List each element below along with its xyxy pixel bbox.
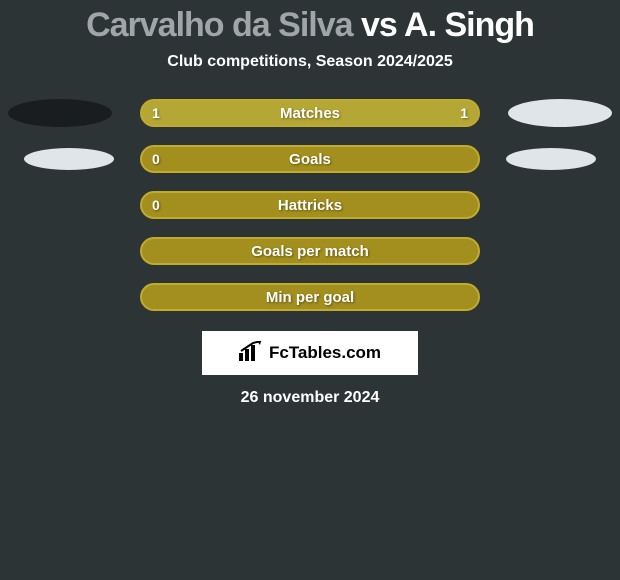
player1-name: Carvalho da Silva xyxy=(86,6,352,44)
subtitle: Club competitions, Season 2024/2025 xyxy=(167,53,452,71)
right-ellipse-icon xyxy=(506,148,596,170)
logo-box: FcTables.com xyxy=(202,331,418,375)
stat-label: Min per goal xyxy=(266,289,354,306)
stat-bar: 0 Hattricks xyxy=(140,191,480,219)
right-ellipse-icon xyxy=(508,99,612,127)
stat-row: 0 Hattricks xyxy=(0,191,620,219)
stat-left-value: 0 xyxy=(152,151,160,167)
stat-bar: Min per goal xyxy=(140,283,480,311)
stat-label: Hattricks xyxy=(278,197,342,214)
infographic-container: Carvalho da Silva vs A. Singh Club compe… xyxy=(0,0,620,580)
stat-bar: Goals per match xyxy=(140,237,480,265)
stat-left-value: 0 xyxy=(152,197,160,213)
player2-name: A. Singh xyxy=(404,6,534,44)
title: Carvalho da Silva vs A. Singh xyxy=(86,6,534,45)
stat-row: Min per goal xyxy=(0,283,620,311)
date-text: 26 november 2024 xyxy=(241,389,380,407)
left-ellipse-icon xyxy=(24,148,114,170)
stat-bar: 0 Goals xyxy=(140,145,480,173)
chart-icon xyxy=(239,341,265,366)
stat-label: Goals xyxy=(289,151,331,168)
stat-row: 1 Matches 1 xyxy=(0,99,620,127)
left-ellipse-icon xyxy=(8,99,112,127)
vs-text: vs xyxy=(361,6,397,44)
stat-left-value: 1 xyxy=(152,105,160,121)
stat-label: Goals per match xyxy=(251,243,369,260)
stat-row: 0 Goals xyxy=(0,145,620,173)
stat-row: Goals per match xyxy=(0,237,620,265)
stat-label: Matches xyxy=(280,105,340,122)
logo-text: FcTables.com xyxy=(269,343,381,363)
stats-rows: 1 Matches 1 0 Goals 0 Hattricks xyxy=(0,99,620,311)
stat-bar: 1 Matches 1 xyxy=(140,99,480,127)
stat-right-value: 1 xyxy=(460,105,468,121)
